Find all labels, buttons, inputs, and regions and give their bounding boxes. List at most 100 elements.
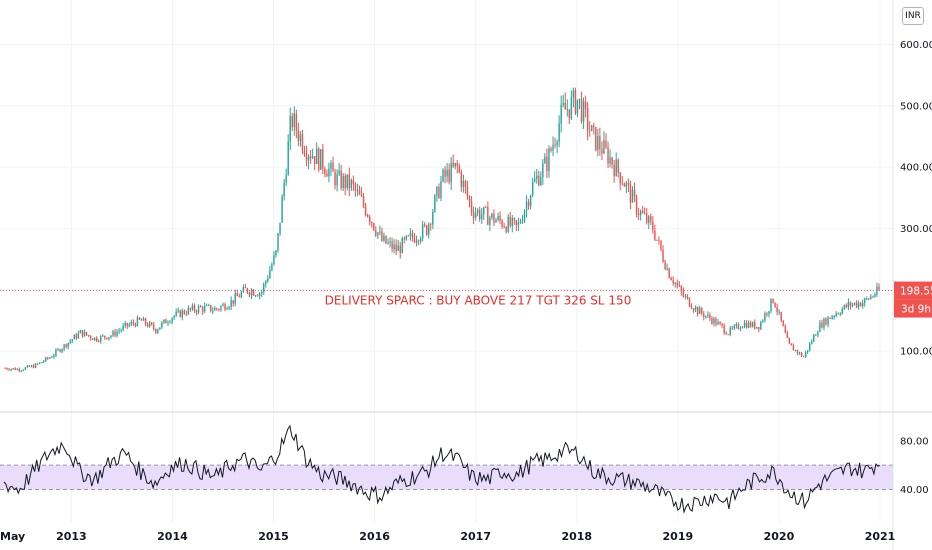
candle-body [770, 298, 772, 312]
candle-body [721, 323, 723, 326]
candle-body [613, 164, 615, 177]
candle-body [161, 322, 163, 328]
candle [776, 303, 778, 316]
candle [271, 262, 273, 272]
candle [843, 304, 846, 311]
candle [584, 95, 587, 118]
candle-body [297, 130, 300, 141]
candle [637, 207, 640, 221]
candle [639, 209, 642, 221]
candle [633, 182, 636, 203]
candle-body [444, 169, 446, 177]
candle-body [75, 334, 78, 339]
candle-body [67, 342, 69, 348]
candle [525, 195, 528, 218]
candle-body [220, 306, 222, 310]
candle [533, 171, 536, 183]
candle [167, 320, 169, 327]
candle [507, 213, 509, 233]
candle-body [509, 216, 511, 226]
candle [201, 305, 204, 315]
candle [183, 309, 186, 315]
candle-body [643, 212, 646, 214]
currency-button[interactable]: INR [902, 7, 924, 25]
candle-body [631, 189, 634, 203]
candle [448, 163, 450, 185]
candle [405, 235, 408, 241]
candle-body [124, 322, 126, 326]
candle [205, 303, 208, 307]
last-price-tag[interactable]: 198.55 3d 9h [894, 281, 932, 318]
candle [230, 296, 232, 311]
candle [576, 99, 579, 118]
candle [641, 205, 644, 214]
candle-body [660, 240, 662, 251]
candle [696, 306, 699, 317]
candle-body [110, 335, 112, 338]
candle-body [798, 352, 801, 354]
candle [373, 222, 375, 231]
candle-body [85, 331, 88, 336]
candle [876, 282, 878, 297]
candle [368, 214, 371, 226]
candle-body [766, 313, 768, 315]
candle [778, 309, 780, 316]
candle-body [238, 296, 241, 298]
candle [668, 267, 670, 279]
candle [733, 324, 736, 330]
candle-body [717, 322, 719, 325]
candle-body [568, 109, 571, 119]
candle-body [870, 296, 872, 300]
candle [792, 343, 795, 351]
candle [874, 292, 876, 298]
candle [460, 169, 463, 192]
candle [124, 320, 126, 329]
candle [403, 236, 406, 244]
candle [285, 168, 287, 187]
candle [417, 239, 420, 246]
candle [281, 194, 283, 223]
candle-body [782, 320, 784, 327]
candle [564, 92, 566, 110]
candle-body [542, 163, 544, 178]
candle [558, 115, 560, 148]
candle-body [800, 352, 803, 357]
candle [366, 213, 369, 218]
candle [45, 356, 47, 362]
candle-body [861, 302, 864, 307]
candle-body [87, 335, 90, 336]
candle [790, 343, 793, 346]
candle-body [142, 318, 145, 321]
candle [806, 350, 809, 354]
candle [93, 337, 96, 342]
candle [258, 292, 261, 300]
candle-body [199, 306, 202, 308]
candle [835, 310, 837, 318]
candle-body [287, 141, 289, 176]
candle-body [442, 169, 444, 182]
candle-body [694, 307, 697, 311]
candle-body [751, 322, 754, 327]
candle [140, 318, 143, 321]
candle-body [550, 148, 552, 151]
candle-body [434, 195, 436, 212]
candle-body [383, 235, 385, 241]
candle [493, 209, 495, 227]
candle-body [446, 169, 448, 177]
candle [20, 369, 23, 373]
candle [177, 307, 179, 314]
candle [800, 351, 803, 357]
candle-body [69, 341, 71, 343]
candle [613, 159, 615, 183]
candle-body [764, 313, 766, 321]
candle-body [57, 349, 59, 351]
candle [851, 302, 854, 308]
candle-body [837, 313, 839, 315]
candle [705, 315, 707, 319]
candle [318, 146, 320, 173]
candle-body [804, 352, 807, 358]
candle-body [250, 290, 253, 296]
candle [646, 208, 648, 225]
time-tick-label: 2017 [460, 530, 491, 543]
candle-body [212, 310, 214, 312]
